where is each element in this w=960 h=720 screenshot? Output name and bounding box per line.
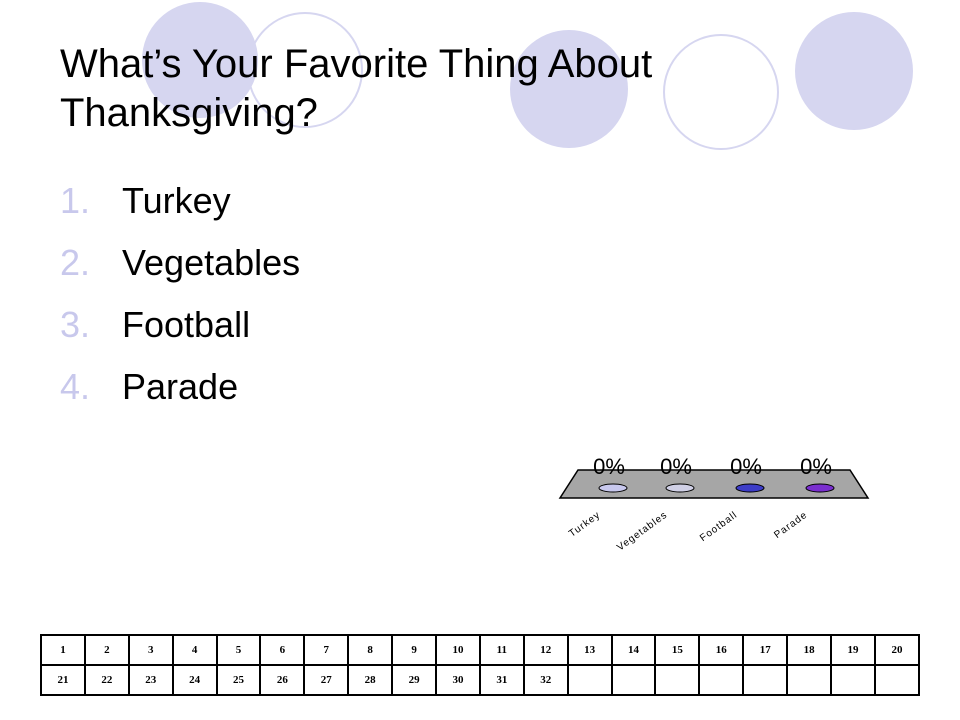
response-grid-cell: 24 [171, 664, 218, 696]
response-grid-cell: 13 [566, 634, 613, 666]
option-item[interactable]: 3. Football [60, 302, 300, 364]
response-grid-cell: 17 [742, 634, 789, 666]
response-grid-cell [786, 664, 833, 696]
response-grid-cell [698, 664, 745, 696]
option-number: 1. [60, 180, 91, 221]
response-grid-cell: 30 [435, 664, 481, 696]
option-number: 2. [60, 242, 91, 283]
response-grid-cell: 20 [873, 634, 921, 666]
chart-value-label: 0% [730, 454, 762, 479]
option-item[interactable]: 1. Turkey [60, 178, 300, 240]
response-grid-row: 21 22 23 24 25 26 27 28 29 30 31 32 [40, 664, 921, 696]
response-grid-cell: 2 [83, 634, 130, 666]
chart-category-label: Vegetables [615, 510, 670, 554]
chart-value-label: 0% [660, 454, 692, 479]
slide-title: What’s Your Favorite Thing About Thanksg… [60, 42, 653, 135]
response-grid-cell: 19 [830, 634, 876, 666]
response-grid-cell: 4 [171, 634, 218, 666]
decorative-ring [247, 12, 363, 128]
chart-bar-base [805, 483, 835, 493]
response-grid-cell: 18 [786, 634, 833, 666]
decorative-circle [795, 12, 913, 130]
chart-floor [558, 469, 870, 499]
option-label: Football [122, 304, 251, 345]
response-grid-cell: 11 [478, 634, 525, 666]
option-label: Vegetables [122, 242, 301, 283]
response-grid-cell: 26 [259, 664, 306, 696]
response-grid: 1 2 3 4 5 6 7 8 9 10 11 12 13 14 15 16 17 18 19 20 21 22 23 24 2… [40, 634, 921, 696]
chart-bar-base [735, 483, 765, 493]
decorative-ring [663, 34, 779, 150]
option-list: 1. Turkey 2. Vegetables 3. Football 4. Parad… [60, 178, 300, 426]
chart-value-label: 0% [593, 454, 625, 479]
response-grid-cell: 10 [435, 634, 481, 666]
response-grid-cell: 12 [522, 634, 569, 666]
response-grid-cell: 29 [391, 664, 438, 696]
chart-category-label: Turkey [567, 510, 603, 540]
response-grid-cell: 23 [127, 664, 174, 696]
response-grid-cell: 28 [347, 664, 394, 696]
response-grid-cell: 16 [698, 634, 745, 666]
response-grid-cell [654, 664, 701, 696]
response-grid-row: 1 2 3 4 5 6 7 8 9 10 11 12 13 14 15 16 17 18 19 20 [40, 634, 921, 666]
response-grid-cell [830, 664, 876, 696]
response-grid-cell: 3 [127, 634, 174, 666]
response-grid-cell: 27 [303, 664, 350, 696]
response-grid-cell: 9 [391, 634, 438, 666]
option-label: Parade [122, 366, 239, 407]
response-grid-cell [873, 664, 921, 696]
response-grid-cell: 21 [40, 664, 86, 696]
response-grid-cell: 25 [215, 664, 262, 696]
results-chart: 0% Turkey 0% Vegetables 0% Football 0% Parade [558, 454, 870, 554]
chart-category-label: Parade [772, 510, 809, 541]
response-grid-cell: 15 [654, 634, 701, 666]
response-grid-cell: 32 [522, 664, 569, 696]
option-label: Turkey [122, 180, 231, 221]
response-grid-cell [566, 664, 613, 696]
chart-category-label: Football [698, 510, 740, 545]
chart-value-label: 0% [800, 454, 832, 479]
response-grid-cell: 31 [478, 664, 525, 696]
response-grid-cell: 1 [40, 634, 86, 666]
response-grid-cell: 14 [610, 634, 657, 666]
response-grid-cell [742, 664, 789, 696]
decorative-circle [510, 30, 628, 148]
chart-bar-base [598, 483, 628, 493]
response-grid-cell: 22 [83, 664, 130, 696]
option-number: 4. [60, 366, 91, 407]
response-grid-cell [610, 664, 657, 696]
option-number: 3. [60, 304, 91, 345]
chart-bar-base [665, 483, 695, 493]
decorative-circle [142, 2, 258, 118]
response-grid-cell: 5 [215, 634, 262, 666]
response-grid-cell: 7 [303, 634, 350, 666]
response-grid-cell: 6 [259, 634, 306, 666]
response-grid-cell: 8 [347, 634, 394, 666]
option-item[interactable]: 2. Vegetables [60, 240, 300, 302]
option-item[interactable]: 4. Parade [60, 364, 300, 426]
chart-marks: 0% Turkey 0% Vegetables 0% Football 0% Parade [567, 454, 835, 554]
